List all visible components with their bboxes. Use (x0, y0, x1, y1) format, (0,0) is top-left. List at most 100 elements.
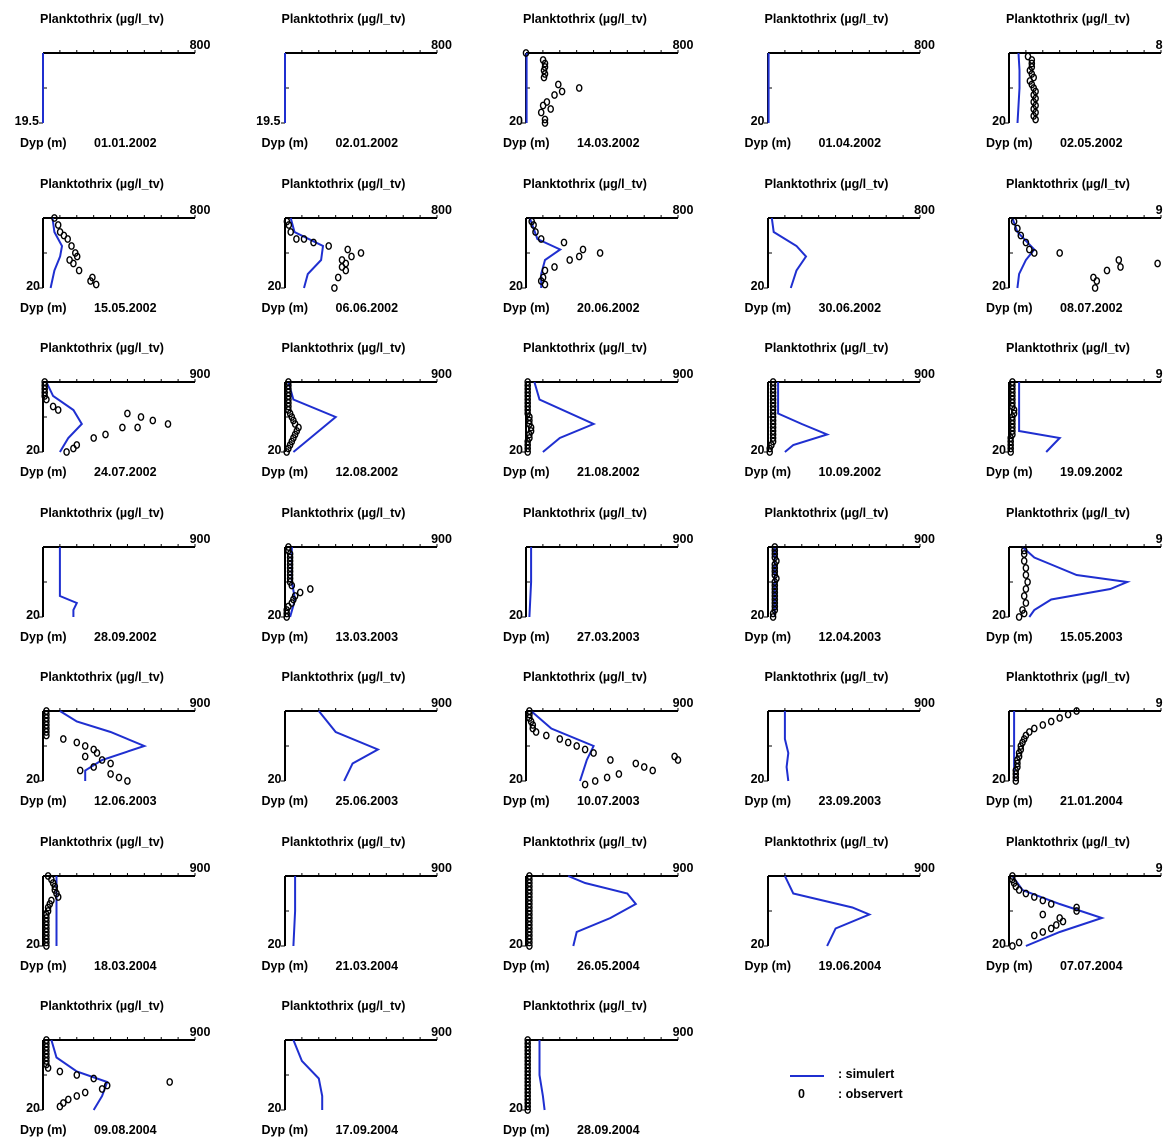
observed-point (43, 941, 50, 950)
legend-simulated-line (790, 1075, 824, 1077)
observed-point (284, 542, 292, 551)
observed-point (300, 234, 307, 243)
observed-point (282, 612, 290, 621)
y-axis-label: Dyp (m) (744, 300, 792, 315)
observed-point (527, 423, 535, 432)
depth-profile-panel: Planktothrix (µg/l_tv) 900 20 Dyp (m) 19.09.… (966, 329, 1163, 479)
x-axis-max-label: 800 (189, 202, 211, 217)
observed-point (41, 388, 49, 397)
observed-point (102, 430, 109, 439)
panel-date: 25.06.2003 (335, 794, 399, 808)
panel-title: Planktothrix (µg/l_tv) (40, 176, 164, 191)
observed-point (1015, 938, 1023, 946)
observed-point (591, 777, 599, 785)
observed-point (73, 1092, 81, 1100)
observed-point (92, 280, 100, 288)
y-axis-label: Dyp (m) (261, 794, 309, 808)
simulated-profile-line (1016, 52, 1021, 124)
x-axis-max-label: 900 (1155, 531, 1163, 546)
y-axis-depth-label: 20 (750, 772, 765, 786)
observed-point (551, 262, 558, 271)
observed-point (54, 892, 62, 901)
observed-point (282, 609, 290, 617)
depth-profile-panel: Planktothrix (µg/l_tv) 800 20 Dyp (m) 06.06.… (242, 165, 472, 315)
observed-point (765, 444, 773, 453)
depth-profile-panel: Planktothrix (µg/l_tv) 900 20 Dyp (m) 15.05.… (966, 494, 1163, 644)
panel-plot (522, 378, 679, 456)
panel-date: 01.04.2002 (818, 136, 882, 150)
observed-point (541, 119, 549, 127)
y-axis-label: Dyp (m) (20, 794, 67, 808)
panel-plot (522, 1036, 679, 1114)
y-axis-label: Dyp (m) (503, 958, 550, 973)
observed-point (1032, 115, 1039, 124)
panel-title: Planktothrix (µg/l_tv) (764, 834, 889, 849)
x-axis-max-label: 800 (672, 38, 694, 52)
observed-point (1093, 276, 1101, 285)
panel-title: Planktothrix (µg/l_tv) (281, 176, 406, 191)
observed-point (771, 567, 778, 575)
y-axis-depth-label: 20 (509, 278, 523, 293)
simulated-profile-line (289, 217, 324, 288)
simulated-profile-line (59, 710, 148, 781)
y-axis-label: Dyp (m) (20, 136, 67, 150)
observed-point (1031, 892, 1038, 901)
observed-point (526, 416, 533, 425)
observed-point (1056, 714, 1063, 722)
x-axis-max-label: 900 (914, 531, 935, 546)
observed-point (43, 395, 50, 404)
simulated-profile-line (286, 381, 338, 453)
y-axis-label: Dyp (m) (261, 958, 309, 973)
y-axis-depth-label: 20 (267, 1101, 282, 1115)
legend-row-simulated: : simulert (790, 1067, 950, 1085)
depth-profile-panel: Planktothrix (µg/l_tv) 900 20 Dyp (m) 21.01.… (966, 658, 1163, 808)
x-axis-max-label: 900 (1155, 202, 1163, 217)
observed-point (124, 777, 131, 785)
y-axis-depth-label: 20 (26, 443, 40, 457)
simulated-profile-line (776, 382, 830, 453)
depth-profile-panel: Planktothrix (µg/l_tv) 800 20 Dyp (m) 14.03.… (483, 0, 713, 150)
y-axis-depth-label: 20 (26, 1101, 40, 1115)
observed-point (1154, 259, 1161, 267)
simulated-profile-line (1018, 382, 1062, 453)
observed-point (286, 227, 294, 236)
y-axis-depth-label: 20 (267, 278, 282, 293)
y-axis-depth-label: 20 (26, 772, 40, 786)
y-axis-label: Dyp (m) (20, 629, 67, 644)
x-axis-max-label: 900 (189, 367, 211, 381)
panel-plot (280, 214, 437, 292)
panel-date: 19.06.2004 (818, 958, 882, 973)
observed-point (1053, 920, 1060, 929)
y-axis-depth-label: 20 (750, 278, 765, 293)
observed-point (556, 735, 564, 743)
observed-point (1031, 931, 1038, 939)
observed-point (1015, 612, 1023, 621)
observed-point (1117, 262, 1124, 271)
depth-profile-panel: Planktothrix (µg/l_tv) 900 20 Dyp (m) 24.07.… (0, 329, 230, 479)
panel-plot (522, 49, 679, 127)
observed-point (1009, 399, 1016, 407)
y-axis-label: Dyp (m) (744, 465, 792, 479)
observed-point (1024, 577, 1031, 586)
y-axis-label: Dyp (m) (261, 629, 309, 644)
observed-point (284, 402, 292, 411)
x-axis-max-label: 900 (1155, 367, 1163, 381)
y-axis-depth-label: 20 (509, 114, 523, 128)
observed-point (1022, 584, 1030, 593)
observed-point (98, 1085, 106, 1093)
panel-title: Planktothrix (µg/l_tv) (523, 999, 647, 1013)
observed-point (1073, 906, 1080, 915)
x-axis-max-label: 900 (189, 696, 211, 710)
y-axis-label: Dyp (m) (986, 629, 1033, 644)
observed-point (537, 108, 545, 117)
depth-profile-panel: Planktothrix (µg/l_tv) 900 20 Dyp (m) 09.08.… (0, 987, 230, 1137)
observed-point (1103, 266, 1111, 274)
observed-point (75, 266, 83, 274)
observed-point (56, 1102, 64, 1111)
observed-point (1026, 245, 1033, 253)
depth-profile-panel: Planktothrix (µg/l_tv) 800 19.5 Dyp (m) 02.0… (242, 0, 472, 150)
panel-title: Planktothrix (µg/l_tv) (40, 341, 164, 355)
observed-point (164, 420, 172, 428)
panel-plot (39, 707, 196, 785)
panel-date: 08.07.2002 (1060, 300, 1123, 315)
